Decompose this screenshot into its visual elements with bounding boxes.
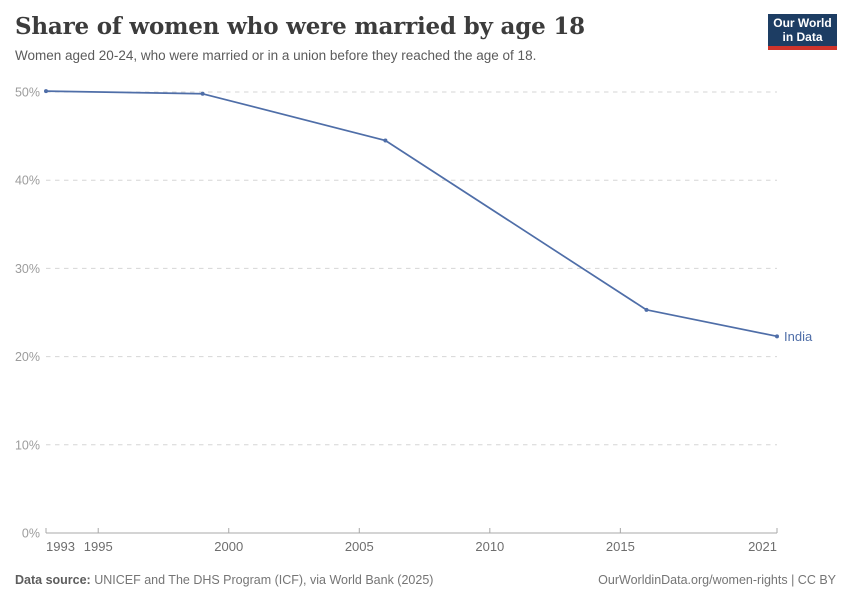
- data-source-label: Data source:: [15, 573, 91, 587]
- data-point-1993: [44, 89, 48, 94]
- logo-line1: Our World: [773, 16, 832, 30]
- chart-subtitle: Women aged 20-24, who were married or in…: [15, 48, 537, 63]
- data-source-text: UNICEF and The DHS Program (ICF), via Wo…: [90, 573, 434, 587]
- data-line-india: [45, 90, 778, 338]
- logo-line2: in Data: [782, 30, 823, 44]
- owid-link[interactable]: OurWorldinData.org/women-rights | CC BY: [598, 573, 836, 587]
- series-end-label: India: [784, 329, 813, 344]
- data-point-1999: [200, 91, 205, 96]
- x-axis-label: 2015: [606, 539, 635, 554]
- data-point-2016: [644, 307, 649, 312]
- data-source: Data source: UNICEF and The DHS Program …: [15, 573, 433, 587]
- owid-logo[interactable]: Our World in Data: [768, 14, 837, 50]
- x-axis-label: 2021: [748, 539, 777, 554]
- y-axis-label: 20%: [15, 350, 40, 364]
- x-axis-label: 2010: [475, 539, 504, 554]
- y-axis-label: 30%: [15, 262, 40, 276]
- chart-footer: Data source: UNICEF and The DHS Program …: [15, 573, 836, 587]
- x-axis-label: 2005: [345, 539, 374, 554]
- y-axis-label: 10%: [15, 438, 40, 452]
- chart-title: Share of women who were married by age 1…: [15, 13, 585, 40]
- y-axis-label: 40%: [15, 174, 40, 188]
- x-axis-label: 1995: [84, 539, 113, 554]
- line-chart: 0% 10% 20% 30% 40% 50% 1993 1995 2000 2005 2010 201…: [15, 86, 813, 555]
- y-axis-label: 50%: [15, 86, 40, 100]
- data-point-2021: [775, 334, 779, 339]
- y-axis-label: 0%: [22, 527, 40, 541]
- x-axis-label: 1993: [46, 539, 75, 554]
- x-axis-label: 2000: [214, 539, 243, 554]
- data-point-2006: [383, 138, 388, 143]
- chart-header: Share of women who were married by age 1…: [15, 12, 755, 64]
